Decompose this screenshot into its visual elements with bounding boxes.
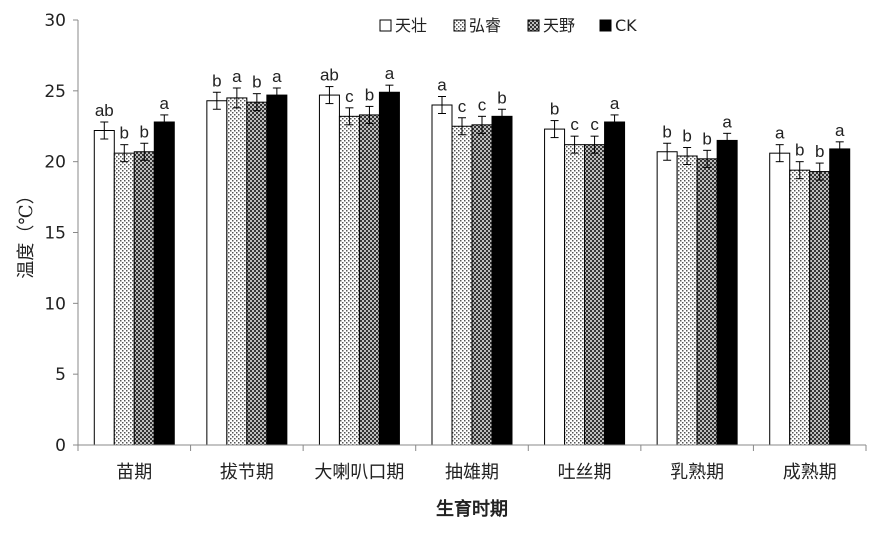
- y-tick-label: 20: [44, 153, 66, 173]
- bar-天壮-抽雄期: [431, 104, 453, 446]
- x-tick-label: 乳熟期: [670, 462, 724, 483]
- bar-CK-抽雄期: [491, 115, 513, 446]
- bar-天壮-吐丝期: [544, 128, 566, 446]
- y-tick-label: 25: [44, 82, 66, 102]
- bar-弘睿-大喇叭口期: [338, 115, 360, 446]
- significance-label: b: [120, 124, 129, 143]
- bar-弘睿-吐丝期: [564, 144, 586, 446]
- significance-label: c: [478, 95, 487, 114]
- legend-swatch: [527, 19, 540, 32]
- bar-天壮-苗期: [93, 130, 115, 446]
- y-tick-label: 0: [55, 436, 66, 456]
- significance-label: a: [385, 64, 395, 83]
- legend-label: CK: [615, 16, 637, 35]
- significance-label: a: [437, 76, 447, 95]
- legend-swatch: [453, 19, 466, 32]
- legend: 天壮 弘睿 天野 CK: [379, 16, 637, 35]
- significance-label: b: [365, 85, 374, 104]
- bar-天野-抽雄期: [471, 124, 493, 446]
- significance-label: a: [835, 121, 845, 140]
- y-tick-label: 10: [44, 294, 66, 314]
- x-tick-label: 苗期: [116, 462, 152, 483]
- significance-label: a: [160, 94, 170, 113]
- significance-label: ab: [95, 101, 114, 120]
- significance-label: b: [662, 122, 671, 141]
- bar-天野-成熟期: [809, 171, 831, 446]
- bar-弘睿-抽雄期: [451, 125, 473, 446]
- significance-label: b: [795, 141, 804, 160]
- bar-天壮-拔节期: [206, 100, 228, 446]
- bar-天野-苗期: [133, 151, 155, 446]
- y-tick-label: 15: [44, 224, 66, 244]
- significance-label: c: [570, 115, 579, 134]
- bar-弘睿-拔节期: [226, 97, 248, 446]
- bar-弘睿-苗期: [113, 152, 135, 446]
- bar-弘睿-成熟期: [789, 169, 811, 446]
- significance-label: b: [252, 73, 261, 92]
- significance-label: a: [232, 67, 242, 86]
- significance-label: c: [345, 87, 354, 106]
- x-tick-label: 抽雄期: [445, 462, 499, 483]
- significance-label: a: [610, 94, 620, 113]
- significance-label: b: [682, 127, 691, 146]
- x-tick-label: 拔节期: [220, 462, 274, 483]
- significance-label: b: [550, 100, 559, 119]
- bar-天野-拔节期: [246, 101, 268, 446]
- legend-swatch: [379, 19, 392, 32]
- y-tick-label: 30: [44, 11, 66, 31]
- bar-天壮-大喇叭口期: [318, 94, 340, 446]
- significance-label: ab: [320, 66, 339, 85]
- significance-label: c: [458, 97, 467, 116]
- significance-label: c: [590, 115, 599, 134]
- y-tick-label: 5: [55, 365, 66, 385]
- bar-天野-乳熟期: [696, 158, 718, 446]
- x-axis-title: 生育时期: [436, 498, 508, 520]
- bar-CK-拔节期: [266, 94, 288, 446]
- bar-天野-吐丝期: [584, 144, 606, 446]
- bar-天壮-成熟期: [769, 152, 791, 446]
- bar-天野-大喇叭口期: [358, 114, 380, 446]
- significance-label: b: [815, 142, 824, 161]
- significance-label: b: [702, 129, 711, 148]
- bar-CK-苗期: [153, 121, 175, 446]
- x-tick-label: 大喇叭口期: [314, 462, 404, 483]
- significance-label: a: [775, 124, 785, 143]
- y-axis-title: 温度（℃）: [16, 186, 37, 278]
- x-tick-label: 吐丝期: [558, 462, 612, 483]
- bar-弘睿-乳熟期: [676, 155, 698, 446]
- x-tick-label: 成熟期: [783, 462, 837, 483]
- significance-label: a: [272, 67, 282, 86]
- significance-label: b: [140, 122, 149, 141]
- bar-CK-吐丝期: [604, 121, 626, 446]
- legend-label: 天野: [543, 16, 575, 35]
- significance-label: b: [497, 88, 506, 107]
- significance-label: b: [212, 71, 221, 90]
- bar-CK-乳熟期: [716, 139, 738, 446]
- legend-label: 天壮: [395, 16, 427, 35]
- bar-天壮-乳熟期: [656, 151, 678, 446]
- significance-label: a: [722, 112, 732, 131]
- bar-CK-大喇叭口期: [378, 91, 400, 446]
- legend-label: 弘睿: [469, 16, 501, 35]
- bar-CK-成熟期: [829, 148, 851, 446]
- legend-swatch: [599, 19, 612, 32]
